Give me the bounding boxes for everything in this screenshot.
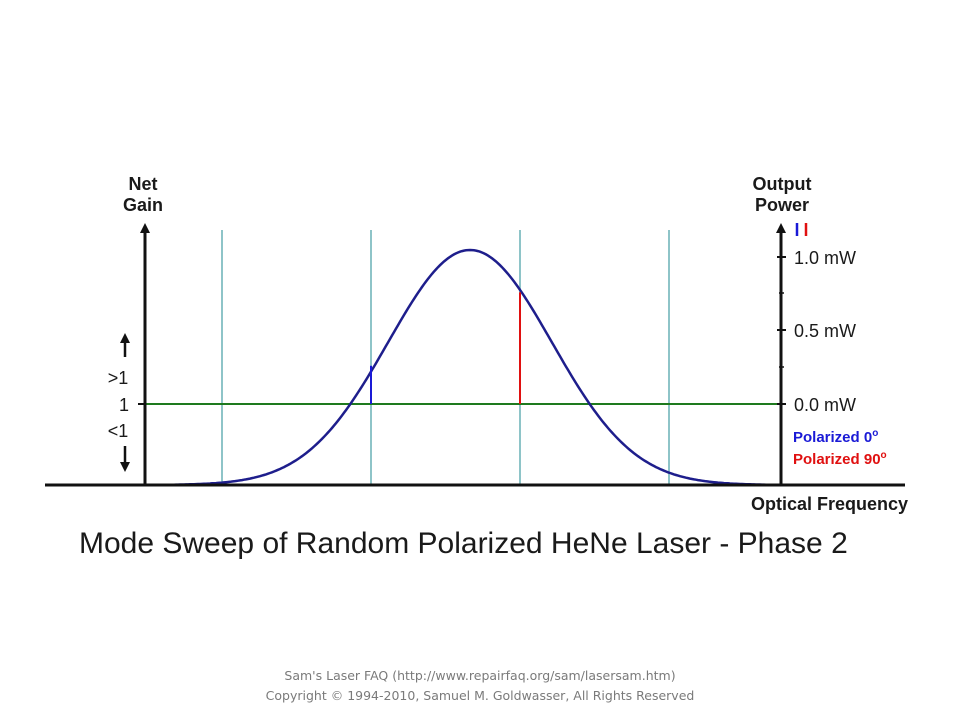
- legend-pol0-text: Polarized 0: [793, 429, 872, 446]
- net-gain-title-line1: Net: [128, 174, 157, 194]
- output-power-title-line2: Power: [755, 195, 809, 215]
- power-label-0: 0.0 mW: [794, 395, 856, 415]
- legend-pol90-text: Polarized 90: [793, 451, 881, 468]
- gain-above-label: >1: [108, 368, 129, 388]
- output-power-title-line1: Output: [753, 174, 812, 194]
- diagram-caption: Mode Sweep of Random Polarized HeNe Lase…: [79, 527, 848, 560]
- legend-pol0: Polarized 0o: [793, 428, 878, 446]
- legend-pol90-degree: o: [881, 450, 887, 461]
- legend-pol0-degree: o: [872, 428, 878, 439]
- mode-lines: [221, 230, 670, 485]
- gain-below-label: <1: [108, 421, 129, 441]
- net-gain-title-line2: Gain: [123, 195, 163, 215]
- optical-frequency-label: Optical Frequency: [751, 494, 908, 514]
- legend-pol90: Polarized 90o: [793, 450, 887, 468]
- mode-power-bars: [370, 292, 521, 404]
- gain-unity-label: 1: [119, 395, 129, 415]
- footer-source: Sam's Laser FAQ (http://www.repairfaq.or…: [284, 668, 676, 683]
- gain-curve: [122, 248, 780, 487]
- power-label-0-5: 0.5 mW: [794, 321, 856, 341]
- footer-copyright: Copyright © 1994-2010, Samuel M. Goldwas…: [265, 688, 695, 703]
- power-label-1: 1.0 mW: [794, 248, 856, 268]
